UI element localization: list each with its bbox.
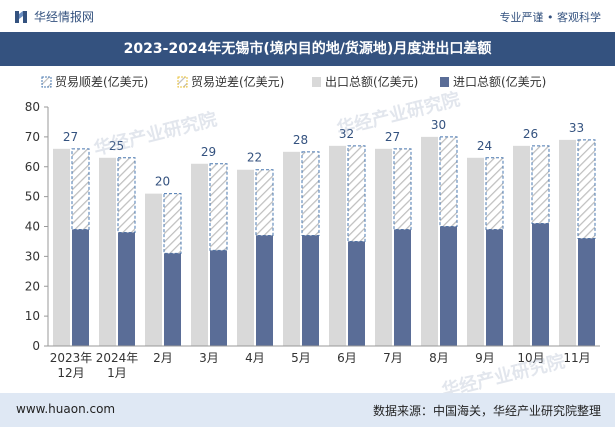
import-bar [440,226,457,346]
import-bar [486,229,503,346]
legend-label: 贸易顺差(亿美元) [55,74,148,89]
surplus-value-label: 22 [247,151,262,165]
x-tick-label: 3月 [199,351,219,365]
legend-label: 贸易逆差(亿美元) [191,74,284,89]
surplus-value-label: 32 [339,127,354,141]
title-bar: 2023-2024年无锡市(境内目的地/货源地)月度进出口差额 [0,32,615,66]
x-tick-label: 9月 [475,351,495,365]
export-bar [421,136,438,346]
export-bar [145,193,162,346]
import-bar [394,229,411,346]
export-bar [375,148,392,346]
export-bar [467,157,484,346]
import-bar [302,235,319,346]
legend-label: 出口总额(亿美元) [325,74,418,89]
y-tick-label: 0 [32,339,40,353]
chart: 贸易顺差(亿美元) 贸易逆差(亿美元) 出口总额(亿美元) 进口总额(亿美元) 0 10… [25,74,600,380]
export-bar [53,148,70,346]
import-bar [72,229,89,346]
export-bar [283,151,300,346]
surplus-value-label: 30 [431,118,446,132]
surplus-value-label: 27 [63,130,78,144]
footer: www.huaon.com 数据来源：中国海关，华经产业研究院整理 [0,393,615,427]
surplus-bar [439,136,458,227]
x-tick-label: 8月 [429,351,449,365]
export-bar [191,163,208,346]
surplus-bar [163,193,182,254]
surplus-bar [393,148,412,230]
source-note: 数据来源：中国海关，华经产业研究院整理 [372,404,601,418]
import-bar [578,238,595,346]
legend-label: 进口总额(亿美元) [453,74,546,89]
surplus-bar [577,139,596,239]
import-bar [210,250,227,346]
brand-logo-icon [15,10,27,23]
x-tick-label: 7月 [383,351,403,365]
surplus-value-label: 20 [155,175,170,189]
surplus-value-label: 26 [523,127,538,141]
brand: 华经情报网 [14,8,94,25]
surplus-bar [255,169,274,236]
surplus-bar [347,145,366,242]
import-bar [532,223,549,346]
surplus-value-label: 33 [569,121,584,135]
y-tick-label: 30 [25,249,40,263]
brand-name: 华经情报网 [34,10,95,24]
surplus-value-label: 24 [477,139,492,153]
surplus-bar [117,157,136,233]
legend-swatch [41,76,52,88]
x-tick-label: 4月 [245,351,265,365]
chart-title: 2023-2024年无锡市(境内目的地/货源地)月度进出口差额 [123,41,492,57]
header-tags: 专业严谨 • 客观科学 [499,11,601,24]
x-tick-label: 11月 [563,351,590,365]
y-tick-label: 80 [25,100,40,114]
surplus-value-label: 27 [385,130,400,144]
x-tick-label: 6月 [337,351,357,365]
export-bar [99,157,116,346]
x-tick-label: 2024年 1月 [96,351,139,380]
y-axis: 0 10 20 30 40 50 60 70 80 [25,100,49,353]
bars: 27 25 20 29 22 28 32 27 30 24 26 33 [53,118,596,346]
top-bar: 华经情报网 专业严谨 • 客观科学 [0,0,615,32]
surplus-bar [301,151,320,236]
import-bar [164,253,181,346]
legend-swatch [440,77,449,87]
x-tick-label: 2023年 12月 [50,351,93,380]
import-bar [348,241,365,346]
y-tick-label: 70 [25,130,40,144]
export-bar [329,145,346,346]
export-bar [237,169,254,346]
export-bar [513,145,530,346]
surplus-value-label: 28 [293,133,308,147]
y-tick-label: 60 [25,160,40,174]
export-bar [559,139,576,346]
y-tick-label: 40 [25,220,40,234]
surplus-value-label: 29 [201,145,216,159]
import-bar [118,232,135,346]
legend-swatch [312,77,321,87]
legend: 贸易顺差(亿美元) 贸易逆差(亿美元) 出口总额(亿美元) 进口总额(亿美元) [41,74,546,89]
y-tick-label: 20 [25,279,40,293]
legend-swatch [177,76,188,88]
y-tick-label: 50 [25,190,40,204]
surplus-bar [531,145,550,225]
surplus-value-label: 25 [109,139,124,153]
surplus-bar [71,148,90,230]
x-tick-label: 10月 [517,351,544,365]
x-tick-label: 5月 [291,351,311,365]
site-url: www.huaon.com [16,402,116,416]
import-bar [256,235,273,346]
x-tick-label: 2月 [153,351,173,365]
y-tick-label: 10 [25,309,40,323]
surplus-bar [209,163,228,251]
surplus-bar [485,157,504,230]
